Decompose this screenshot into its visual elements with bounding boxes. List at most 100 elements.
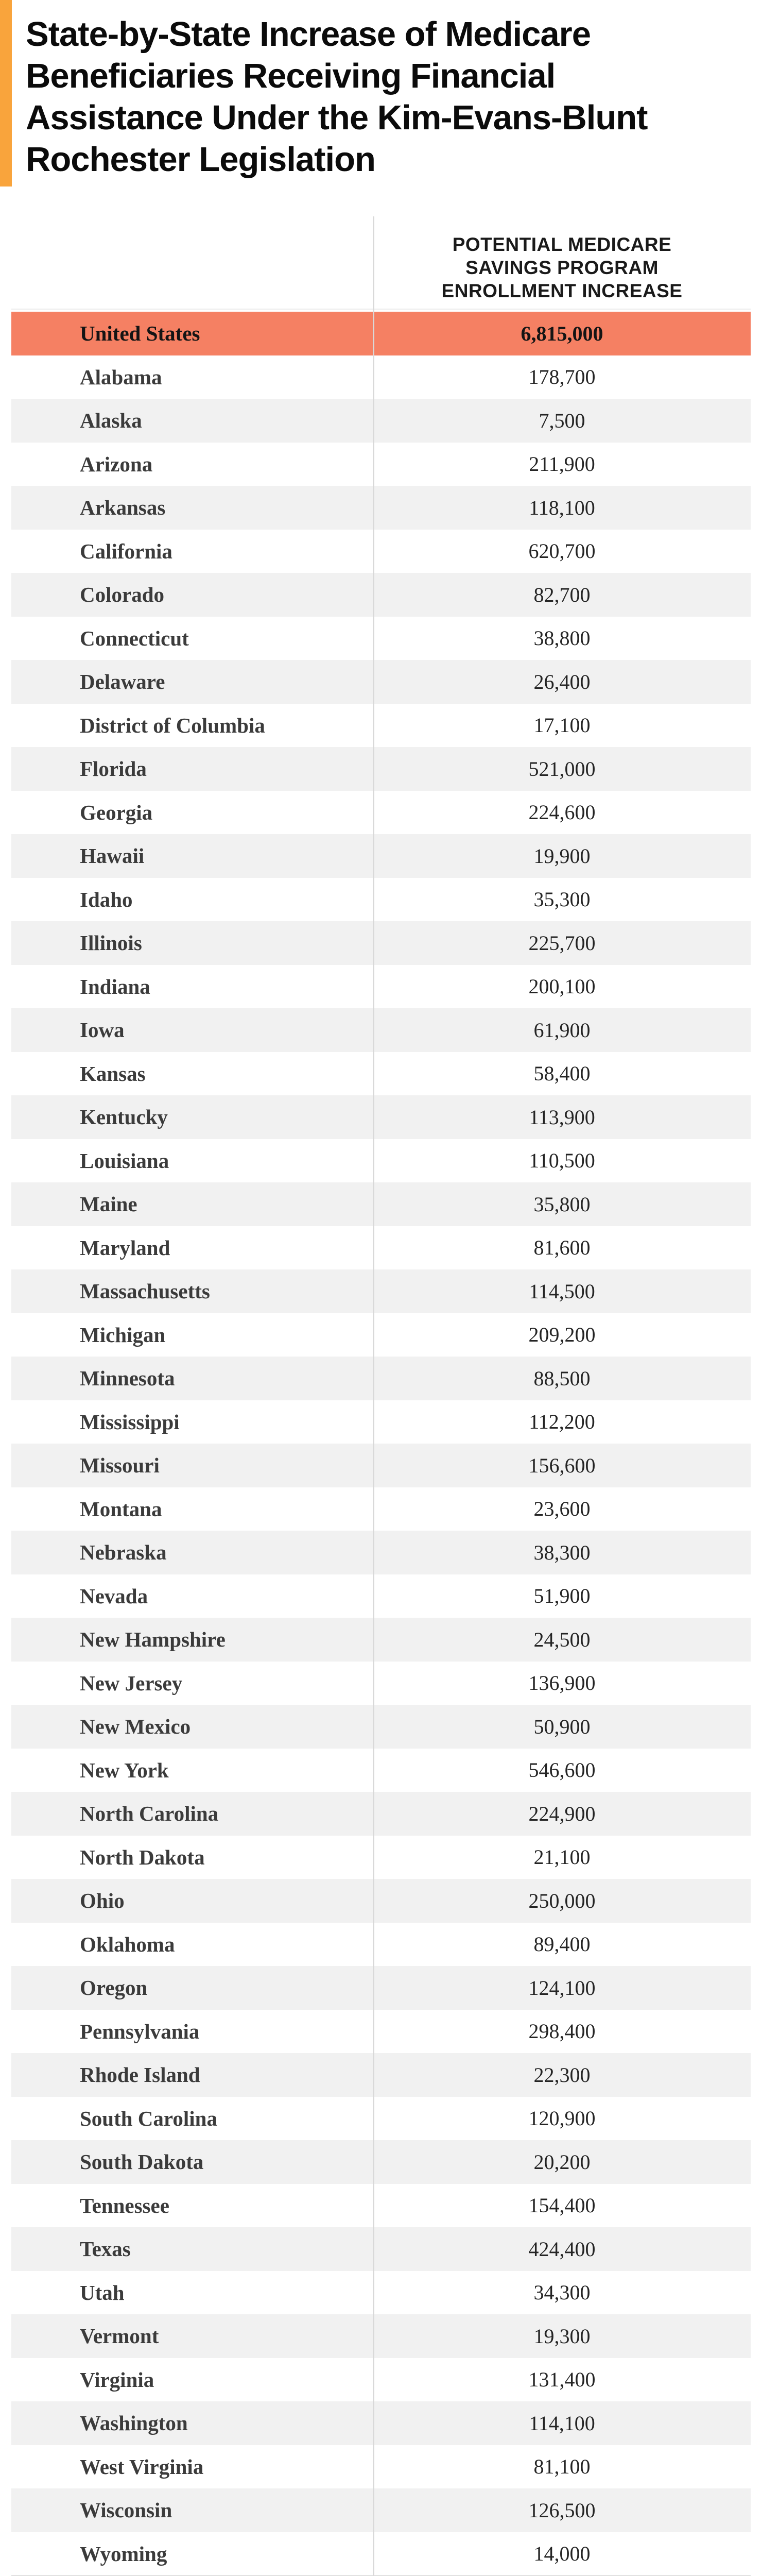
table-row-total: United States 6,815,000: [11, 312, 751, 355]
state-cell: North Carolina: [80, 1802, 219, 1826]
table-row: District of Columbia 17,100: [11, 703, 751, 747]
table-row: Mississippi 112,200: [11, 1400, 751, 1444]
value-cell: 19,300: [533, 2324, 591, 2348]
state-cell: North Dakota: [80, 1845, 205, 1869]
value-cell: 118,100: [529, 496, 595, 519]
table-row: Idaho 35,300: [11, 877, 751, 921]
state-cell: New Mexico: [80, 1715, 191, 1739]
state-cell: Connecticut: [80, 626, 189, 650]
value-cell: 211,900: [529, 452, 595, 476]
table-row: South Dakota 20,200: [11, 2140, 751, 2184]
value-cell: 620,700: [528, 539, 596, 563]
state-cell: Minnesota: [80, 1366, 175, 1391]
state-cell: Kentucky: [80, 1105, 168, 1129]
state-cell: Oklahoma: [80, 1932, 175, 1956]
state-cell: Missouri: [80, 1453, 160, 1478]
table-row: Louisiana 110,500: [11, 1139, 751, 1182]
value-cell: 7,500: [539, 409, 585, 432]
table-row: Alabama 178,700: [11, 355, 751, 399]
state-cell: Massachusetts: [80, 1279, 210, 1303]
table-top-rule: [11, 309, 751, 310]
value-cell: 209,200: [528, 1323, 596, 1347]
table-row: Massachusetts 114,500: [11, 1269, 751, 1313]
state-cell: Washington: [80, 2411, 188, 2435]
table-row: Indiana 200,100: [11, 964, 751, 1008]
state-cell: Nevada: [80, 1584, 148, 1608]
value-cell: 120,900: [528, 2107, 596, 2130]
state-cell: New Jersey: [80, 1671, 183, 1695]
table-row: Oregon 124,100: [11, 1966, 751, 2010]
value-cell: 38,800: [533, 626, 591, 650]
table-row: Vermont 19,300: [11, 2314, 751, 2358]
state-cell: Indiana: [80, 974, 150, 998]
state-cell: Maine: [80, 1192, 137, 1216]
table-row: North Carolina 224,900: [11, 1792, 751, 1836]
column-divider: [373, 216, 374, 2576]
table-row: Montana 23,600: [11, 1487, 751, 1531]
value-cell: 224,900: [528, 1802, 596, 1825]
value-cell: 24,500: [533, 1628, 591, 1651]
state-cell: Louisiana: [80, 1148, 169, 1173]
table-row: West Virginia 81,100: [11, 2445, 751, 2488]
value-cell: 81,600: [533, 1236, 591, 1260]
state-cell: United States: [80, 321, 200, 346]
state-cell: Delaware: [80, 670, 165, 694]
value-cell: 154,400: [528, 2194, 596, 2217]
table-row: Arizona 211,900: [11, 442, 751, 486]
state-cell: Hawaii: [80, 844, 145, 868]
state-cell: Wyoming: [80, 2541, 167, 2566]
state-cell: Maryland: [80, 1235, 170, 1260]
state-cell: Ohio: [80, 1889, 125, 1913]
table-row: Alaska 7,500: [11, 399, 751, 443]
value-cell: 250,000: [528, 1889, 596, 1912]
value-cell: 88,500: [533, 1366, 591, 1390]
value-cell: 546,600: [528, 1758, 596, 1782]
table-body: United States 6,815,000 Alabama 178,700 Alas…: [11, 312, 751, 2575]
value-cell: 124,100: [528, 1976, 596, 1999]
table-row: Connecticut 38,800: [11, 616, 751, 660]
state-cell: Montana: [80, 1497, 162, 1521]
table-row: Washington 114,100: [11, 2401, 751, 2445]
state-cell: Alaska: [80, 409, 142, 433]
page-title: State-by-State Increase of Medicare Bene…: [26, 15, 648, 179]
state-cell: Iowa: [80, 1018, 125, 1042]
table-row: Maine 35,800: [11, 1182, 751, 1226]
state-cell: Georgia: [80, 800, 153, 824]
value-cell: 424,400: [528, 2237, 596, 2261]
table-row: South Carolina 120,900: [11, 2096, 751, 2140]
value-cell: 22,300: [533, 2063, 591, 2087]
state-cell: District of Columbia: [80, 713, 265, 737]
accent-bar: [0, 0, 12, 187]
table-row: Kansas 58,400: [11, 1052, 751, 1095]
value-cell: 225,700: [528, 931, 596, 955]
table-row: New York 546,600: [11, 1748, 751, 1792]
state-cell: Mississippi: [80, 1410, 180, 1434]
value-cell: 126,500: [528, 2498, 596, 2522]
state-cell: Texas: [80, 2237, 131, 2261]
state-cell: South Dakota: [80, 2150, 204, 2174]
table-row: Nebraska 38,300: [11, 1531, 751, 1574]
state-cell: South Carolina: [80, 2106, 217, 2130]
state-cell: Colorado: [80, 583, 164, 607]
table-row: Colorado 82,700: [11, 573, 751, 617]
value-cell: 50,900: [533, 1715, 591, 1738]
state-cell: Pennsylvania: [80, 2019, 200, 2043]
value-cell: 20,200: [533, 2150, 591, 2174]
state-cell: Nebraska: [80, 1540, 167, 1565]
value-cell: 114,500: [529, 1279, 595, 1303]
value-cell: 298,400: [528, 2020, 596, 2043]
state-cell: Wisconsin: [80, 2498, 172, 2522]
table-row: Maryland 81,600: [11, 1226, 751, 1269]
table-row: Wyoming 14,000: [11, 2532, 751, 2575]
value-cell: 34,300: [533, 2281, 591, 2304]
value-cell: 114,100: [529, 2411, 595, 2435]
table-row: Rhode Island 22,300: [11, 2053, 751, 2097]
value-cell: 156,600: [528, 1453, 596, 1477]
value-cell: 23,600: [533, 1497, 591, 1521]
value-cell: 224,600: [528, 801, 596, 824]
state-cell: Rhode Island: [80, 2063, 200, 2087]
value-cell: 113,900: [529, 1105, 595, 1129]
value-cell: 89,400: [533, 1933, 591, 1956]
table-row: Iowa 61,900: [11, 1008, 751, 1052]
